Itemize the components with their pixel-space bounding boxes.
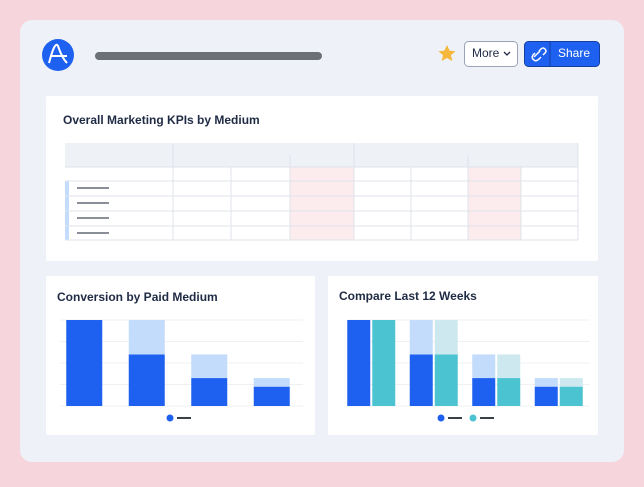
bar-segment <box>497 354 521 379</box>
logo-glyph <box>48 43 68 64</box>
more-label: More <box>472 46 500 60</box>
bar-segment <box>534 386 558 406</box>
bar-segment <box>409 354 433 406</box>
chart-panel <box>46 276 315 435</box>
bar-segment <box>472 354 496 379</box>
row-placeholders <box>77 187 109 234</box>
highlight-column <box>290 167 354 240</box>
link-icon <box>531 47 547 62</box>
bar-segment <box>128 320 165 355</box>
bar-segment <box>347 320 371 406</box>
bar-segment <box>534 378 558 387</box>
bar-segment <box>191 354 228 379</box>
share-label: Share <box>558 46 590 60</box>
logo[interactable] <box>42 39 74 71</box>
chevron <box>503 51 511 56</box>
bar-segment <box>559 378 583 387</box>
bar-segment <box>409 320 433 355</box>
star[interactable] <box>438 45 456 61</box>
legend-dot <box>166 414 174 422</box>
kpi-table <box>65 143 579 241</box>
kpi-title: Overall Marketing KPIs by Medium <box>63 113 260 127</box>
legend-dot <box>469 414 477 422</box>
bar-segment <box>472 378 496 406</box>
bar-segment <box>253 378 290 387</box>
share-button[interactable]: Share <box>524 41 600 67</box>
bar-segment <box>372 320 396 406</box>
bar-segment <box>66 320 103 406</box>
table-lines <box>65 143 579 241</box>
highlight-column <box>468 167 521 240</box>
more-button-bg <box>464 41 518 67</box>
bar-segment <box>497 378 521 406</box>
bar-segment <box>434 320 458 355</box>
title-placeholder <box>95 52 322 60</box>
bar-segment <box>128 354 165 406</box>
table-header <box>65 143 578 167</box>
more-button[interactable]: More <box>464 41 518 67</box>
bar-segment <box>253 386 290 406</box>
chart-title: Conversion by Paid Medium <box>57 290 218 304</box>
bar-segment <box>559 386 583 406</box>
bar-segment <box>191 378 228 406</box>
chart-title: Compare Last 12 Weeks <box>339 289 477 303</box>
bar-segment <box>434 354 458 406</box>
chart-panel <box>328 276 598 435</box>
legend-dot <box>437 414 445 422</box>
